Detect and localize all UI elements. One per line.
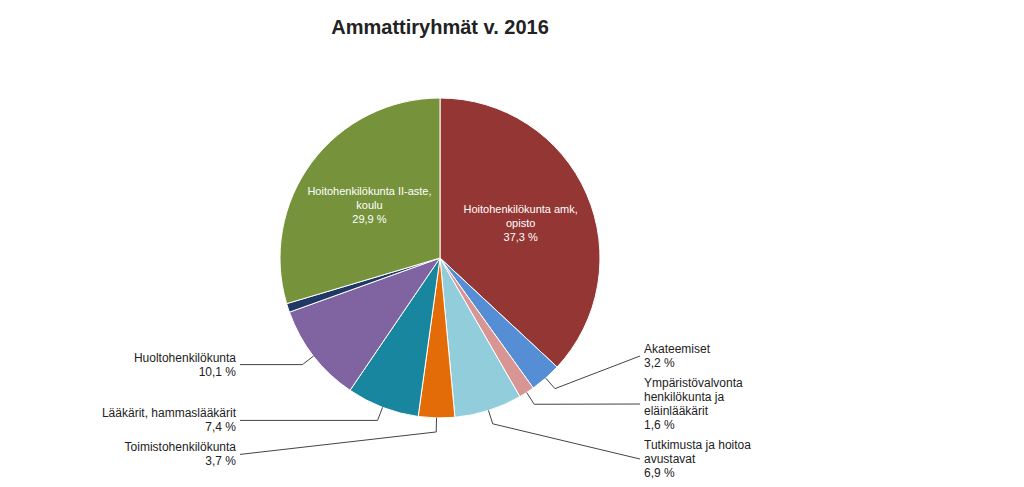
- leader-line: [546, 356, 640, 389]
- leader-line: [240, 418, 437, 454]
- slice-label: Ympäristövalvontahenkilökunta jaeläinlää…: [644, 376, 743, 432]
- labels: Hoitohenkilökunta amk,opisto37,3 % Hoitoh…: [102, 185, 751, 480]
- chart: Ammattiryhmät v. 2016 Hoitohenkilökunta a…: [0, 0, 1024, 487]
- slice-label: Toimistohenkilökunta3,7 %: [125, 440, 237, 468]
- pie-slice: [280, 98, 440, 304]
- chart-container: Ammattiryhmät v. 2016 Hoitohenkilökunta a…: [0, 0, 1024, 487]
- leader-line: [488, 410, 640, 459]
- slice-label: Akateemiset3,2 %: [644, 342, 711, 370]
- leader-line: [240, 407, 383, 420]
- leader-line: [240, 356, 314, 365]
- leader-line: [527, 393, 640, 405]
- slices: [280, 98, 600, 418]
- slice-label: Hoitohenkilökunta amk,opisto37,3 %: [464, 203, 578, 243]
- slice-label: Huoltohenkilökunta10,1 %: [134, 351, 236, 379]
- title: Ammattiryhmät v. 2016: [331, 16, 549, 38]
- slice-label: Lääkärit, hammaslääkärit7,4 %: [102, 406, 237, 434]
- slice-label: Tutkimusta ja hoitoaavustavat6,9 %: [644, 438, 751, 480]
- slice-label: Hoitohenkilökunta II-aste,koulu29,9 %: [307, 185, 431, 225]
